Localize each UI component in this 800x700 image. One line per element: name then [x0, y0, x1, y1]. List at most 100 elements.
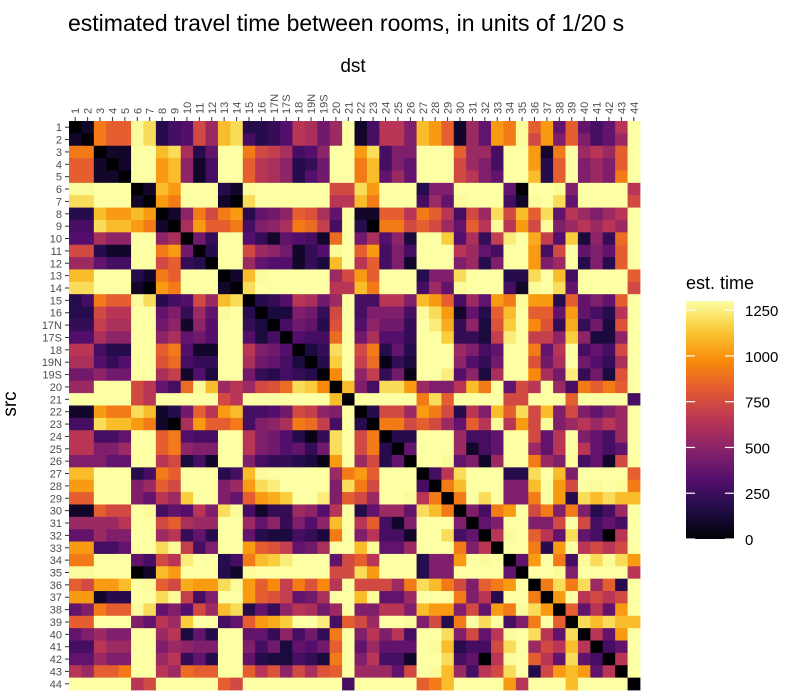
- heatmap-cell: [491, 158, 504, 171]
- heatmap-cell: [391, 368, 405, 382]
- heatmap-cell: [329, 615, 343, 629]
- heatmap-cell: [292, 343, 306, 357]
- heatmap-cell: [466, 479, 480, 493]
- heatmap-cell: [81, 281, 95, 295]
- heatmap-cell: [255, 529, 269, 542]
- heatmap-cell: [329, 244, 343, 258]
- heatmap-cell: [602, 628, 616, 641]
- heatmap-cell: [565, 652, 579, 666]
- heatmap-cell: [292, 541, 306, 555]
- heatmap-cell: [342, 207, 355, 221]
- heatmap-cell: [131, 454, 144, 468]
- heatmap-cell: [416, 393, 430, 406]
- heatmap-cell: [590, 368, 604, 382]
- heatmap-cell: [180, 640, 194, 654]
- heatmap-cell: [143, 294, 157, 307]
- heatmap-cell: [615, 281, 628, 295]
- heatmap-cell: [205, 479, 219, 493]
- heatmap-cell: [540, 393, 554, 406]
- heatmap-cell: [565, 158, 579, 171]
- heatmap-cell: [292, 318, 306, 332]
- heatmap-cell: [615, 133, 628, 147]
- heatmap-cell: [205, 331, 219, 345]
- heatmap-cell: [255, 343, 269, 357]
- heatmap-cell: [615, 467, 628, 481]
- heatmap-cell: [528, 380, 542, 394]
- heatmap-cell: [416, 294, 430, 307]
- heatmap-cell: [255, 121, 269, 134]
- heatmap-cell: [491, 578, 504, 592]
- y-tick-label: 30: [50, 506, 62, 518]
- heatmap-cell: [577, 640, 591, 654]
- x-tick-label: 12: [207, 102, 219, 114]
- heatmap-cell: [528, 393, 542, 406]
- heatmap-cell: [193, 207, 206, 221]
- heatmap-cell: [441, 442, 455, 456]
- heatmap-cell: [118, 492, 132, 505]
- heatmap-cell: [292, 454, 306, 468]
- heatmap-cell: [131, 529, 144, 542]
- heatmap-cell: [528, 442, 542, 456]
- heatmap-cell: [155, 516, 169, 530]
- heatmap-cell: [242, 566, 256, 580]
- heatmap-cell: [81, 652, 95, 666]
- heatmap-cell: [627, 281, 641, 295]
- heatmap-cell: [69, 615, 82, 629]
- heatmap-cell: [428, 281, 442, 295]
- heatmap-cell: [205, 566, 219, 580]
- heatmap-cell: [69, 442, 82, 456]
- heatmap-cell: [540, 529, 554, 542]
- heatmap-cell: [155, 380, 169, 394]
- heatmap-cell: [155, 269, 169, 283]
- heatmap-cell: [577, 454, 591, 468]
- heatmap-cell: [106, 294, 120, 307]
- heatmap-cell: [93, 442, 107, 456]
- heatmap-cell: [217, 318, 231, 332]
- heatmap-cell: [280, 207, 293, 221]
- heatmap-cell: [441, 467, 455, 481]
- heatmap-cell: [342, 541, 355, 555]
- heatmap-cell: [180, 170, 194, 184]
- heatmap-cell: [528, 603, 542, 617]
- heatmap-cell: [217, 442, 231, 456]
- heatmap-cell: [478, 368, 492, 382]
- heatmap-cell: [553, 368, 566, 382]
- heatmap-cell: [69, 318, 82, 332]
- heatmap-cell: [602, 652, 616, 666]
- heatmap-cell: [428, 331, 442, 345]
- heatmap-cell: [329, 318, 343, 332]
- heatmap-cell: [354, 195, 368, 208]
- heatmap-cell: [118, 294, 132, 307]
- heatmap-cell: [143, 405, 157, 419]
- heatmap-cell: [379, 356, 393, 369]
- heatmap-cell: [255, 652, 269, 666]
- heatmap-cell: [155, 331, 169, 345]
- heatmap-cell: [503, 603, 517, 617]
- heatmap-cell: [391, 343, 405, 357]
- heatmap-cell: [155, 182, 169, 196]
- heatmap-cell: [590, 615, 604, 629]
- heatmap-cell: [416, 492, 430, 505]
- x-tick-label: 18: [294, 102, 306, 114]
- heatmap-cell: [540, 516, 554, 530]
- heatmap-cell: [553, 640, 566, 654]
- heatmap-cell: [93, 380, 107, 394]
- heatmap-cell: [404, 207, 417, 221]
- y-tick-label: 23: [50, 419, 62, 431]
- heatmap-cell: [379, 158, 393, 171]
- heatmap-cell: [106, 207, 120, 221]
- heatmap-cell: [267, 343, 281, 357]
- heatmap-cell: [565, 628, 579, 641]
- heatmap-cell: [304, 492, 318, 505]
- heatmap-cell: [565, 603, 579, 617]
- heatmap-cell: [478, 232, 492, 246]
- heatmap-cell: [602, 343, 616, 357]
- heatmap-cell: [515, 640, 529, 654]
- heatmap-cell: [416, 665, 430, 679]
- heatmap-cell: [379, 677, 393, 691]
- x-tick-label: 19N: [306, 94, 318, 114]
- heatmap-cell: [205, 492, 219, 505]
- heatmap-cell: [342, 368, 355, 382]
- heatmap-cell: [478, 318, 492, 332]
- heatmap-cell: [478, 158, 492, 171]
